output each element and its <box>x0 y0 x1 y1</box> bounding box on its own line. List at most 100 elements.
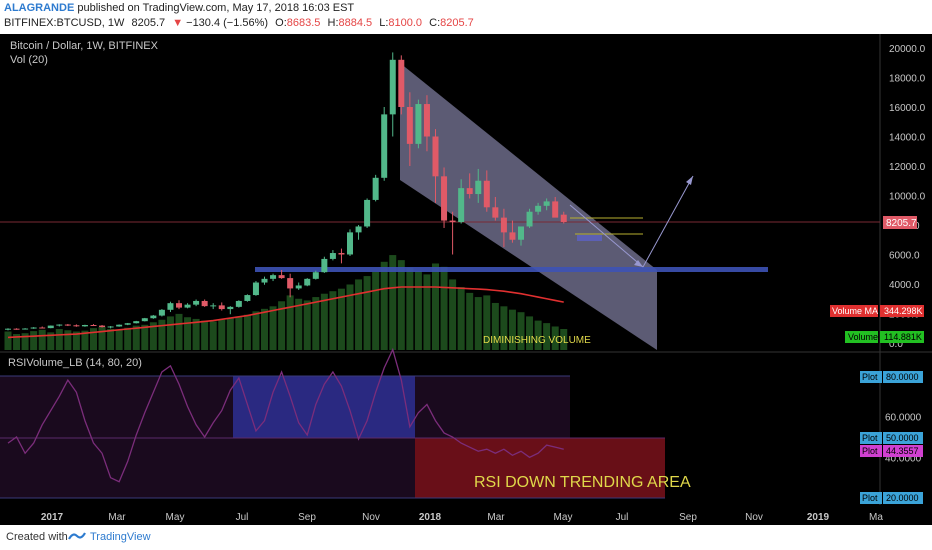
volume-bar <box>81 330 89 350</box>
rsi-tick-label: 40.0000 <box>885 453 922 464</box>
candle-body <box>252 282 259 296</box>
volume-bar <box>141 324 149 350</box>
candle-body <box>90 325 97 327</box>
projection-up-arrow[interactable] <box>642 175 694 268</box>
volume-bar <box>432 263 439 350</box>
volume-pane-label: Vol (20) <box>10 54 48 66</box>
candle-body <box>321 258 328 273</box>
volume-bar <box>483 295 491 350</box>
price-tick-label: 10000.0 <box>889 192 926 203</box>
candle-body <box>261 278 268 283</box>
candle-body <box>415 104 422 144</box>
plot-20-value: 20.0000 <box>886 493 919 503</box>
candle-body <box>509 232 516 240</box>
candle-body <box>116 324 123 327</box>
candle-body <box>22 328 29 330</box>
projection-down-arrow[interactable] <box>569 204 644 268</box>
candle-body <box>398 59 405 107</box>
plot-50-label: Plot <box>862 433 878 443</box>
candle-body <box>500 217 507 233</box>
publish-text: published on TradingView.com, May 17, 20… <box>77 2 355 14</box>
volume-bar <box>380 261 388 350</box>
time-tick-label: Jul <box>616 512 629 523</box>
tradingview-brand-link[interactable]: TradingView <box>90 531 151 543</box>
candle-body <box>47 325 54 329</box>
volume-bar <box>107 329 115 350</box>
candle-body <box>39 327 46 329</box>
price-tick-label: 18000.0 <box>889 74 926 85</box>
plot-20-label: Plot <box>862 493 878 503</box>
volume-bar <box>4 331 12 350</box>
candle-body <box>526 211 533 227</box>
plot-current-value: 44.3557 <box>886 446 919 456</box>
time-axis[interactable]: 2017 Mar May Jul Sep Nov 2018 Mar May Jul Sep Nov 20… <box>41 512 884 523</box>
candle-body <box>483 180 490 208</box>
chart-canvas[interactable]: Bitcoin / Dollar, 1W, BITFINEX Vol (20) … <box>0 34 932 525</box>
footer: Created with TradingView <box>0 525 932 550</box>
candle-body <box>150 315 157 319</box>
candle-body <box>270 275 277 279</box>
volume-ma-tag-text: Volume MA <box>832 306 878 316</box>
volume-bar <box>346 284 354 350</box>
candle-body <box>441 176 448 221</box>
volume-bar <box>517 312 525 350</box>
candle-body <box>99 325 106 328</box>
volume-bar <box>440 266 448 350</box>
volume-bar <box>252 311 260 350</box>
candle-body <box>372 177 379 200</box>
volume-bar <box>38 329 46 350</box>
volume-ma-value-tag <box>880 305 924 317</box>
candle-body <box>406 107 413 144</box>
volume-ma-line <box>7 286 564 339</box>
price-tick-label: 4000.0 <box>889 280 920 291</box>
descending-channel[interactable] <box>400 63 657 350</box>
volume-bar <box>166 316 174 350</box>
volume-bar <box>209 321 217 350</box>
volume-bar <box>278 301 286 350</box>
volume-bar <box>158 319 166 350</box>
volume-bar <box>90 328 97 350</box>
low-label: L: <box>379 17 389 29</box>
volume-ma-tag <box>830 305 878 317</box>
candle-body <box>30 327 37 329</box>
volume-ma-value: 344.298K <box>884 306 923 316</box>
volume-bar <box>303 300 311 350</box>
volume-bar <box>115 329 123 350</box>
plot-50-value-tag <box>883 432 923 444</box>
volume-bar <box>13 334 21 350</box>
candle-body <box>329 253 336 259</box>
volume-bar <box>192 318 200 350</box>
candle-body <box>133 321 140 324</box>
volume-bar <box>72 331 80 350</box>
candle-body <box>13 328 20 330</box>
price-tick-label: 0.0 <box>889 339 903 350</box>
open-value: 8683.5 <box>286 17 321 29</box>
rsi-pane-title: RSIVolume_LB (14, 80, 20) <box>8 357 142 369</box>
plot-current-tag <box>860 445 882 457</box>
volume-bar <box>269 306 277 350</box>
plot-current-value-tag <box>883 445 923 457</box>
candle-body <box>347 232 353 255</box>
volume-value: 114.881K <box>884 332 922 342</box>
candle-body <box>167 303 174 310</box>
time-tick-label: Ma <box>869 512 883 523</box>
volume-bar <box>124 327 132 350</box>
plot-50-tag <box>860 432 882 444</box>
candle-body <box>355 226 362 233</box>
volume-bar <box>534 320 542 350</box>
time-tick-label: Mar <box>108 512 126 523</box>
support-line[interactable] <box>255 267 768 272</box>
last-price: 8205.7 <box>131 17 166 29</box>
volume-bar <box>337 288 345 350</box>
volume-value-tag <box>880 331 924 343</box>
last-price-tag-text: 8205.7 <box>886 218 917 229</box>
plot-20-tag <box>860 492 882 504</box>
price-tick-label: 14000.0 <box>889 133 926 144</box>
volume-bar <box>397 260 405 350</box>
rsi-axis[interactable]: 60.0000 40.0000 <box>885 413 922 465</box>
author-link[interactable]: ALAGRANDE <box>4 2 75 14</box>
target-zone[interactable] <box>577 235 602 241</box>
volume-bar <box>491 302 499 350</box>
plot-current-label: Plot <box>862 446 878 456</box>
high-label: H: <box>327 17 339 29</box>
